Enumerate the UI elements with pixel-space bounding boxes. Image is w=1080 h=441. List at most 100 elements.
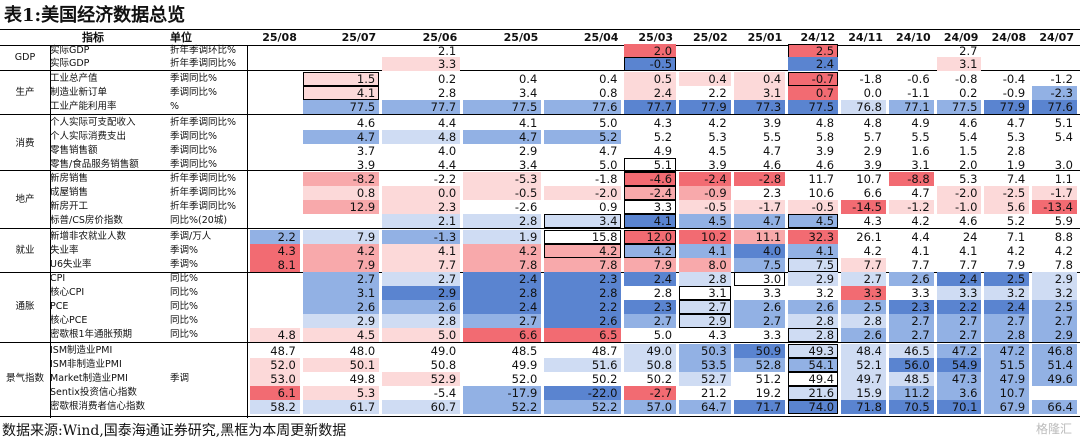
data-cell (463, 57, 541, 71)
data-cell: 7.9 (624, 258, 677, 272)
data-cell: 0.4 (679, 72, 731, 86)
data-cell: 2.8 (679, 272, 731, 286)
category-label: 地产 (15, 194, 35, 205)
data-cell: 64.7 (679, 400, 731, 414)
header-month: 24/12 (800, 31, 836, 44)
data-cell: 6.5 (544, 328, 622, 342)
data-cell: 51.6 (544, 358, 622, 372)
indicator-unit: 季调同比% (170, 159, 218, 170)
data-cell: 4.2 (708, 116, 727, 130)
data-cell: 3.3 (841, 286, 886, 300)
data-cell: 4.0 (733, 244, 786, 258)
data-cell: -2.8 (733, 172, 786, 186)
data-cell: 52.9 (382, 372, 461, 386)
data-cell: -2.7 (624, 386, 677, 400)
data-cell: 19.2 (755, 386, 782, 400)
data-cell: 67.9 (984, 400, 1030, 414)
data-cell: -0.5 (788, 200, 839, 214)
data-cell: 4.6 (815, 158, 835, 172)
data-cell: 2.3 (624, 300, 677, 314)
data-cell: 4.6 (356, 116, 376, 130)
data-cell: 48.4 (841, 344, 886, 358)
data-cell: 2.4 (936, 272, 982, 286)
data-cell (841, 44, 886, 58)
data-cell: 4.4 (437, 158, 457, 172)
data-cell: 2.7 (888, 328, 934, 342)
data-cell: 2.4 (624, 272, 677, 286)
data-cell: 3.3 (762, 328, 782, 342)
data-cell: -0.7 (788, 72, 839, 86)
data-cell (250, 130, 300, 144)
data-cell: 49.3 (788, 344, 839, 358)
data-cell: 4.1 (382, 244, 461, 258)
data-cell (544, 57, 621, 71)
data-cell: 49.4 (788, 372, 839, 386)
data-cell: -0.9 (679, 186, 731, 200)
indicator-unit: 折年季调同比% (170, 117, 237, 128)
data-cell (889, 44, 934, 58)
data-cell: 51.5 (984, 358, 1030, 372)
data-cell: 2.7 (936, 314, 982, 328)
indicator-unit: 季调% (170, 245, 199, 256)
data-cell: 46.5 (888, 344, 934, 358)
data-cell: 2.6 (788, 300, 839, 314)
data-cell: -0.5 (624, 57, 677, 71)
header-month: 25/03 (638, 31, 674, 44)
data-cell: 4.0 (437, 144, 457, 158)
data-cell: 4.7 (911, 186, 930, 200)
watermark-logo: 格隆汇 (1035, 422, 1072, 436)
data-cell: 4.7 (599, 144, 618, 158)
data-cell: 51.4 (1032, 358, 1077, 372)
data-cell: -2.4 (679, 172, 731, 186)
data-cell: -0.4 (1002, 72, 1026, 86)
data-cell: 76.8 (841, 100, 886, 114)
data-cell: 58.2 (250, 400, 300, 414)
row-separator (0, 416, 1080, 417)
data-cell: 2.8 (788, 314, 839, 328)
data-cell: 7.9 (302, 230, 380, 244)
indicator-name: 个人实际消费支出 (50, 131, 127, 142)
data-cell (1032, 57, 1077, 71)
data-cell: 11.2 (888, 386, 934, 400)
data-cell: 11.1 (733, 230, 786, 244)
data-cell: 3.7 (356, 144, 376, 158)
data-cell: 77.6 (1032, 100, 1077, 114)
data-cell: 2.2 (708, 86, 727, 100)
data-cell: 2.7 (302, 272, 380, 286)
data-cell: 48.5 (888, 372, 934, 386)
indicator-name: 密歇根1年通胀预期 (50, 329, 133, 340)
data-cell (679, 57, 731, 71)
data-cell: 74.0 (788, 400, 839, 414)
data-cell: 0.8 (302, 186, 380, 200)
row-separator (0, 29, 1080, 30)
data-cell: 2.7 (382, 272, 461, 286)
data-cell (463, 44, 541, 58)
data-cell (250, 72, 300, 86)
column-separator (50, 46, 51, 418)
indicator-name: 实际GDP (50, 58, 90, 69)
data-cell (734, 44, 786, 58)
data-cell (250, 57, 300, 71)
data-cell: 2.6 (544, 314, 622, 328)
indicator-name: 制造业新订单 (50, 87, 108, 98)
data-cell: -2.0 (544, 186, 622, 200)
data-cell: 7.7 (841, 258, 886, 272)
data-cell: 26.1 (856, 230, 882, 244)
indicator-unit: 折年季调同比% (170, 173, 237, 184)
data-cell: 3.9 (762, 116, 782, 130)
header-month: 25/01 (747, 31, 783, 44)
data-cell: 1.6 (911, 144, 930, 158)
data-cell: 52.8 (733, 358, 786, 372)
indicator-unit: 同比% (170, 329, 199, 340)
data-cell (250, 172, 300, 186)
data-cell: 3.3 (382, 57, 461, 71)
data-cell: 3.4 (518, 86, 538, 100)
data-cell: 3.2 (984, 286, 1030, 300)
data-cell: 7.8 (463, 258, 542, 272)
indicator-unit: 同比% (170, 287, 199, 298)
data-cell: 2.4 (463, 300, 542, 314)
data-cell: 3.4 (544, 214, 622, 228)
data-cell: 0.0 (382, 186, 461, 200)
data-cell: 2.9 (1032, 272, 1077, 286)
data-cell: 21.2 (701, 386, 727, 400)
